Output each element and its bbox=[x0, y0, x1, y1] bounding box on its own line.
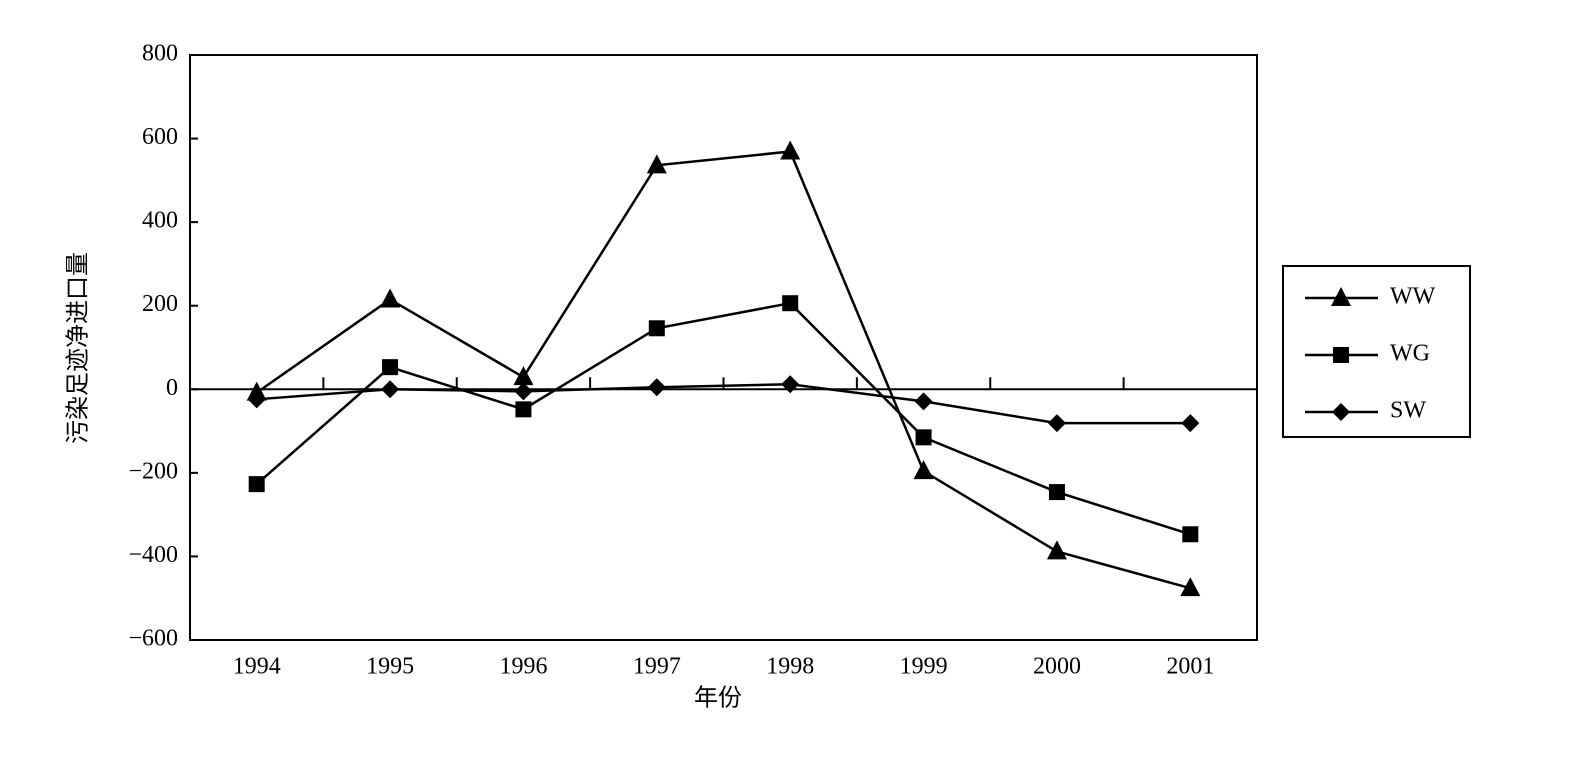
y-tick-label: 800 bbox=[142, 41, 178, 67]
legend-box bbox=[1282, 265, 1471, 438]
x-tick-label: 1999 bbox=[900, 654, 948, 680]
marker bbox=[1180, 577, 1201, 597]
x-tick-label: 1995 bbox=[366, 654, 414, 680]
marker bbox=[514, 382, 533, 401]
x-tick-label: 1998 bbox=[766, 654, 814, 680]
marker bbox=[781, 375, 800, 394]
legend-label: WG bbox=[1390, 341, 1430, 367]
marker bbox=[380, 288, 401, 308]
x-tick-label: 2001 bbox=[1166, 654, 1214, 680]
marker bbox=[914, 392, 933, 411]
y-tick-label: 0 bbox=[166, 375, 178, 401]
marker bbox=[913, 460, 934, 480]
legend-marker bbox=[1333, 347, 1349, 363]
legend-marker bbox=[1332, 403, 1350, 421]
marker bbox=[513, 366, 534, 386]
legend-label: WW bbox=[1390, 284, 1436, 310]
marker bbox=[1048, 484, 1065, 501]
marker bbox=[915, 429, 932, 446]
series-line bbox=[256, 383, 1191, 425]
marker bbox=[1047, 414, 1066, 433]
marker bbox=[515, 401, 532, 418]
series-line bbox=[255, 301, 1191, 536]
marker bbox=[782, 295, 799, 312]
marker bbox=[648, 320, 665, 337]
series-line bbox=[255, 150, 1191, 590]
plot-frame bbox=[189, 54, 1258, 641]
x-tick-label: 2000 bbox=[1033, 654, 1081, 680]
marker bbox=[248, 476, 265, 493]
marker bbox=[647, 378, 666, 397]
marker bbox=[382, 359, 399, 376]
x-tick-label: 1997 bbox=[633, 654, 681, 680]
y-tick-label: 400 bbox=[142, 208, 178, 234]
legend-label: SW bbox=[1390, 398, 1426, 424]
x-axis-label: 年份 bbox=[694, 685, 742, 712]
marker bbox=[780, 140, 801, 160]
y-tick-label: 200 bbox=[142, 291, 178, 317]
y-tick-label: −600 bbox=[128, 626, 178, 652]
y-tick-label: −400 bbox=[128, 542, 178, 568]
x-tick-label: 1996 bbox=[499, 654, 547, 680]
marker bbox=[1046, 540, 1067, 560]
y-tick-label: −200 bbox=[128, 458, 178, 484]
marker bbox=[646, 154, 667, 174]
x-tick-label: 1994 bbox=[233, 654, 281, 680]
legend-marker bbox=[1331, 287, 1351, 306]
y-tick-label: 600 bbox=[142, 124, 178, 150]
marker bbox=[1181, 414, 1200, 433]
y-axis-label: 污染足迹净进口量 bbox=[65, 252, 92, 444]
marker bbox=[247, 390, 266, 409]
marker bbox=[1182, 526, 1199, 543]
marker bbox=[381, 380, 400, 399]
